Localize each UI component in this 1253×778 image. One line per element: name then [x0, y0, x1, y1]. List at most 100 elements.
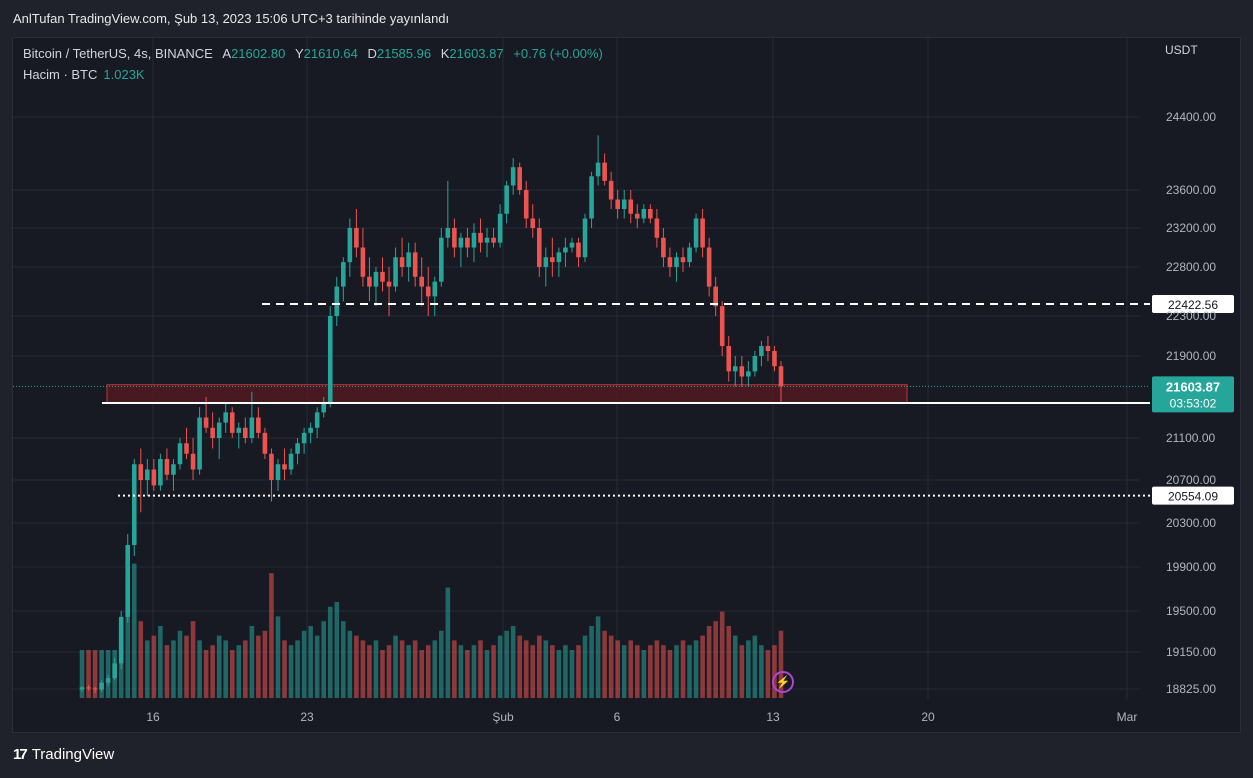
volume-bar	[256, 635, 261, 698]
candle	[543, 247, 549, 287]
candle	[530, 204, 536, 238]
candle	[210, 412, 215, 449]
candle	[354, 209, 359, 258]
y-tick-label: 19150.00	[1166, 645, 1216, 659]
volume-bar	[197, 640, 202, 698]
candle	[732, 356, 738, 387]
high-value: 21610.64	[303, 46, 358, 61]
x-tick-label: 23	[300, 710, 314, 724]
candles	[79, 135, 784, 693]
y-axis-labels: 24400.00 23600.00 23200.00 22800.00 22300.00…	[1166, 110, 1216, 696]
candle	[589, 171, 594, 228]
ohlc-legend: Bitcoin / TetherUS, 4s, BINANCE A21602.8…	[23, 46, 603, 61]
volume-bar	[634, 645, 640, 698]
last-price-value: 21603.87	[1166, 379, 1220, 394]
candle	[641, 204, 647, 224]
volume-bar	[687, 645, 692, 698]
volume-bar	[582, 635, 588, 698]
volume-bar	[380, 650, 385, 698]
volume-bar	[752, 635, 758, 698]
volume-bar	[589, 626, 594, 698]
volume-bar	[693, 640, 699, 698]
x-axis-labels: 16 23 Şub 6 13 20 Mar	[146, 710, 1137, 724]
candle	[295, 438, 300, 465]
candle	[550, 237, 555, 277]
volume-bar	[726, 626, 732, 698]
candle	[92, 686, 98, 693]
volume-bar	[177, 630, 183, 698]
y-tick-label: 23200.00	[1166, 221, 1216, 235]
candle	[569, 237, 575, 253]
candle	[667, 247, 673, 277]
volume-bar	[151, 635, 157, 698]
volume-bar	[190, 621, 196, 698]
candle	[393, 247, 398, 292]
candle	[595, 135, 601, 186]
low-label: D	[367, 46, 377, 61]
y-tick-label: 19900.00	[1166, 560, 1216, 574]
candle	[752, 351, 758, 377]
volume-bar	[347, 630, 353, 698]
volume-value: 1.023K	[103, 67, 145, 82]
candle	[249, 391, 255, 444]
candle	[634, 204, 640, 228]
candle	[399, 237, 405, 277]
candle	[491, 228, 496, 248]
close-label: K	[440, 46, 450, 61]
footer: 17 TradingView	[13, 746, 114, 763]
footer-brand[interactable]: TradingView	[31, 746, 115, 763]
volume-bar	[550, 645, 555, 698]
candle	[484, 228, 490, 258]
volume-bar	[412, 640, 418, 698]
volume-bar	[530, 645, 536, 698]
volume-label[interactable]: Hacim · BTC	[23, 67, 98, 82]
candle	[759, 341, 764, 367]
tradingview-logo[interactable]: 17	[13, 746, 28, 763]
volume-bar	[269, 573, 274, 698]
candle	[458, 232, 464, 267]
currency-label[interactable]: USDT	[1165, 43, 1198, 57]
open-label: A	[222, 46, 232, 61]
volume-bar	[425, 645, 431, 698]
candle	[327, 306, 333, 408]
volume-bar	[393, 635, 398, 698]
candle	[262, 427, 268, 459]
candle	[602, 153, 607, 186]
y-tick-label: 18825.00	[1166, 682, 1216, 696]
volume-bar	[367, 645, 372, 698]
volume-bar	[628, 640, 634, 698]
volume-bar	[236, 645, 242, 698]
candle	[713, 276, 718, 316]
volume-bar	[452, 640, 457, 698]
volume-bar	[674, 645, 679, 698]
volume-bar	[706, 626, 712, 698]
volume-bar	[288, 645, 294, 698]
volume-bar	[491, 645, 496, 698]
lightning-icon[interactable]: ⚡	[772, 671, 794, 693]
volume-bar	[249, 626, 255, 698]
y-tick-label: 22800.00	[1166, 260, 1216, 274]
volume-bar	[621, 645, 627, 698]
candle	[236, 422, 242, 449]
last-price-tag	[1152, 376, 1234, 413]
support-zone	[106, 384, 908, 404]
volume-bar	[465, 650, 470, 698]
candle	[216, 417, 222, 459]
candle	[510, 158, 516, 195]
volume-bar	[125, 578, 131, 698]
candle	[726, 336, 732, 382]
x-tick-label: 16	[146, 710, 160, 724]
high-label: Y	[294, 46, 304, 61]
candle	[412, 242, 418, 287]
volume-bar	[295, 640, 300, 698]
y-tick-label: 20300.00	[1166, 516, 1216, 530]
volume-bar	[680, 640, 686, 698]
candle	[334, 276, 340, 326]
symbol-title[interactable]: Bitcoin / TetherUS, 4s, BINANCE	[23, 46, 213, 61]
volume-bar	[360, 640, 366, 698]
candle	[471, 223, 477, 263]
volume-bar	[537, 635, 542, 698]
volume-bar	[406, 645, 411, 698]
volume-bar	[510, 626, 516, 698]
